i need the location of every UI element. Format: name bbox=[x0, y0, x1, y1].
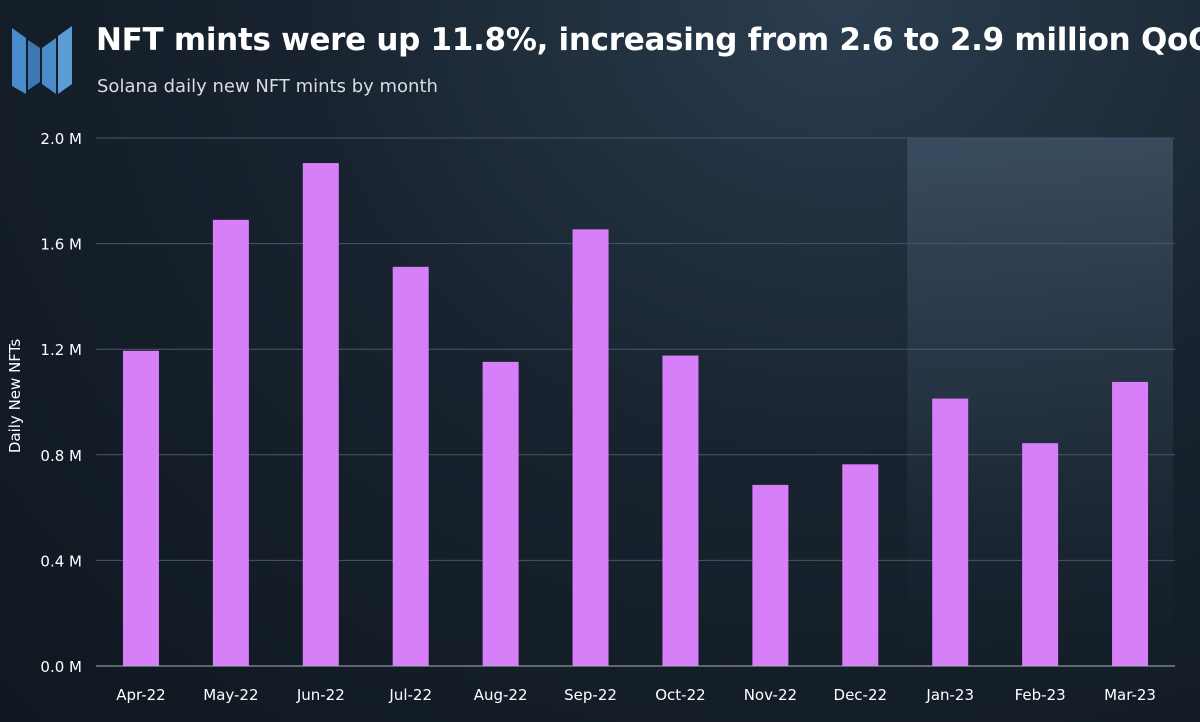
bar bbox=[392, 266, 429, 666]
x-tick-label: Dec-22 bbox=[834, 686, 888, 704]
chart-subtitle: Solana daily new NFT mints by month bbox=[97, 76, 438, 97]
bar bbox=[932, 398, 969, 666]
y-axis-label: Daily New NFTs bbox=[6, 339, 24, 453]
bar bbox=[302, 163, 339, 666]
x-tick-label: Jul-22 bbox=[388, 686, 432, 704]
bar bbox=[482, 361, 519, 666]
x-tick-label: Jun-22 bbox=[296, 686, 345, 704]
messari-logo-icon bbox=[12, 26, 72, 94]
bar bbox=[752, 484, 789, 666]
bar bbox=[1022, 443, 1059, 666]
x-axis-ticks: Apr-22 May-22 Jun-22 Jul-22 Aug-22 Sep-22 Oct-… bbox=[116, 686, 1156, 704]
y-tick-label: 0.4 M bbox=[40, 552, 82, 570]
bar bbox=[572, 229, 609, 666]
x-tick-label: May-22 bbox=[203, 686, 258, 704]
x-tick-label: Mar-23 bbox=[1104, 686, 1156, 704]
chart-title: NFT mints were up 11.8%, increasing from… bbox=[96, 22, 1200, 58]
gridlines bbox=[96, 137, 1175, 561]
x-tick-label: Jan-23 bbox=[925, 686, 974, 704]
bar bbox=[842, 464, 879, 666]
bar bbox=[662, 355, 699, 666]
x-tick-label: Oct-22 bbox=[655, 686, 705, 704]
y-tick-label: 1.6 M bbox=[40, 236, 82, 254]
y-tick-label: 2.0 M bbox=[40, 130, 82, 148]
y-tick-label: 1.2 M bbox=[40, 341, 82, 359]
x-tick-label: Nov-22 bbox=[744, 686, 797, 704]
y-tick-label: 0.0 M bbox=[40, 658, 82, 676]
y-tick-label: 0.8 M bbox=[40, 447, 82, 465]
bar bbox=[212, 219, 249, 666]
x-tick-label: Feb-23 bbox=[1015, 686, 1066, 704]
x-tick-label: Aug-22 bbox=[474, 686, 528, 704]
x-tick-label: Sep-22 bbox=[564, 686, 617, 704]
x-tick-label: Apr-22 bbox=[116, 686, 166, 704]
bars bbox=[122, 163, 1149, 666]
bar bbox=[1112, 381, 1149, 666]
bar bbox=[122, 350, 159, 666]
y-axis-ticks: 0.0 M 0.4 M 0.8 M 1.2 M 1.6 M 2.0 M bbox=[40, 130, 82, 676]
